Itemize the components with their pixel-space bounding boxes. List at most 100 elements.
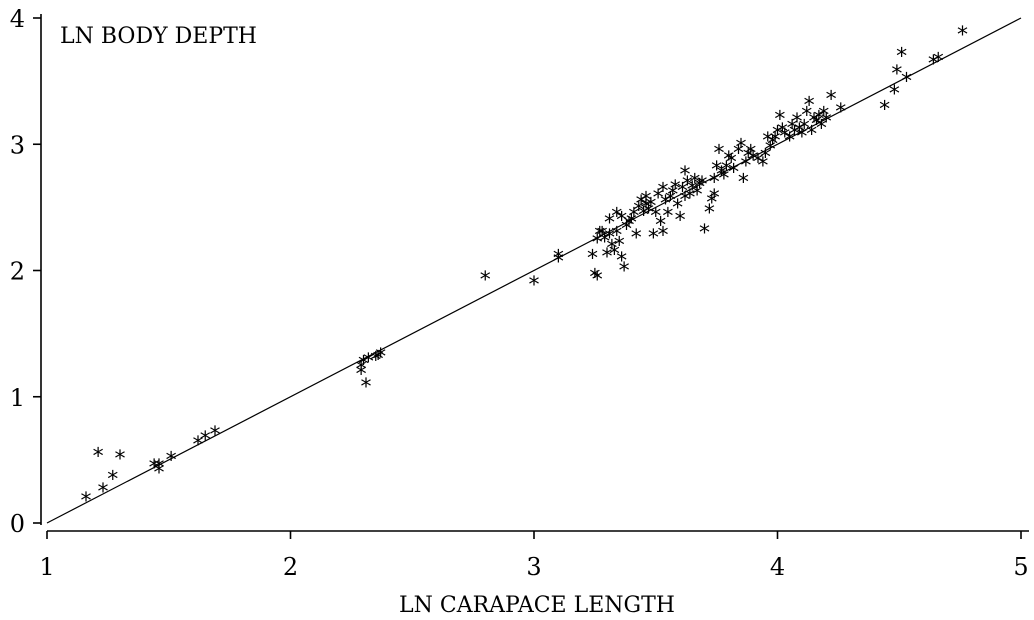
data-point: * (644, 195, 657, 220)
data-point: * (768, 129, 781, 154)
data-point: * (737, 171, 750, 196)
data-point: * (691, 183, 704, 208)
data-point: * (793, 120, 806, 145)
data-point: * (747, 148, 760, 173)
data-point: * (817, 104, 830, 129)
data-point: * (803, 94, 816, 119)
data-point: * (622, 214, 635, 239)
data-point: * (888, 82, 901, 107)
y-tick-label: 0 (10, 510, 25, 538)
x-tick-label: 2 (283, 553, 298, 581)
data-point: * (698, 221, 711, 246)
data-point: * (824, 87, 837, 112)
x-tick-label: 3 (526, 553, 541, 581)
data-point: * (766, 133, 779, 158)
data-point: * (812, 107, 825, 132)
data-point: * (890, 62, 903, 87)
data-point: * (649, 205, 662, 230)
data-point: * (613, 234, 626, 259)
data-point: * (927, 52, 940, 77)
data-point: * (744, 142, 757, 167)
data-point: * (676, 179, 689, 204)
data-point: * (354, 357, 367, 382)
data-point: * (800, 104, 813, 129)
axes (40, 14, 1029, 532)
data-point: * (586, 246, 599, 271)
fit-line-layer (46, 17, 1022, 524)
data-point: * (479, 268, 492, 293)
data-point: * (608, 243, 621, 268)
x-tick-label: 5 (1013, 553, 1028, 581)
data-point: * (686, 178, 699, 203)
data-point: * (776, 120, 789, 145)
data-point: * (900, 70, 913, 95)
data-point: * (605, 236, 618, 261)
x-axis-ticks: 1 2 3 4 5 (39, 531, 1029, 581)
data-point: * (683, 186, 696, 211)
data-point: * (798, 116, 811, 141)
data-point: * (805, 123, 818, 148)
data-point: * (739, 154, 752, 179)
data-point: * (795, 125, 808, 150)
regression-line (46, 17, 1022, 524)
data-point: * (751, 150, 764, 175)
data-point: * (354, 363, 367, 388)
x-tick-label: 1 (39, 553, 54, 581)
data-point: * (725, 150, 738, 175)
data-point: * (639, 188, 652, 213)
data-point: * (632, 198, 645, 223)
data-point: * (603, 226, 616, 251)
data-point: * (647, 226, 660, 251)
data-point: * (359, 375, 372, 400)
data-point: * (610, 224, 623, 249)
data-point: * (654, 214, 667, 239)
data-point: * (362, 350, 375, 375)
data-point: * (807, 110, 820, 135)
data-point: * (669, 177, 682, 202)
data-point: * (708, 186, 721, 211)
data-point: * (191, 433, 204, 458)
data-point: * (369, 349, 382, 374)
data-point: * (627, 205, 640, 230)
data-point: * (659, 192, 672, 217)
data-point: * (593, 224, 606, 249)
data-point: * (615, 208, 628, 233)
data-point: * (113, 447, 126, 472)
data-point: * (635, 192, 648, 217)
data-point: * (764, 138, 777, 163)
data-point: * (588, 265, 601, 290)
data-point: * (717, 167, 730, 192)
data-point: * (761, 129, 774, 154)
data-point: * (708, 171, 721, 196)
data-point: * (710, 158, 723, 183)
data-point: * (617, 259, 630, 284)
data-point: * (932, 49, 945, 74)
data-point: * (834, 100, 847, 125)
y-tick-label: 1 (10, 384, 25, 412)
data-point: * (96, 480, 109, 505)
data-point: * (92, 445, 105, 470)
data-point: * (790, 110, 803, 135)
y-axis-title: LN BODY DEPTH (60, 24, 257, 49)
data-point: * (598, 230, 611, 255)
y-tick-label: 3 (10, 131, 25, 159)
data-point: * (152, 461, 165, 486)
data-point: * (678, 163, 691, 188)
data-point: * (673, 208, 686, 233)
data-point: * (759, 145, 772, 170)
data-point: * (703, 201, 716, 226)
data-point: * (152, 456, 165, 481)
data-point: * (630, 226, 643, 251)
data-point: * (878, 97, 891, 122)
data-point: * (666, 183, 679, 208)
data-point: * (148, 456, 161, 481)
data-point: * (810, 113, 823, 138)
data-point: * (815, 116, 828, 141)
y-tick-label: 2 (10, 258, 25, 286)
data-point: * (79, 489, 92, 514)
data-point: * (956, 23, 969, 48)
y-axis-ticks: 0 1 2 3 4 (10, 5, 41, 538)
data-point: * (664, 188, 677, 213)
